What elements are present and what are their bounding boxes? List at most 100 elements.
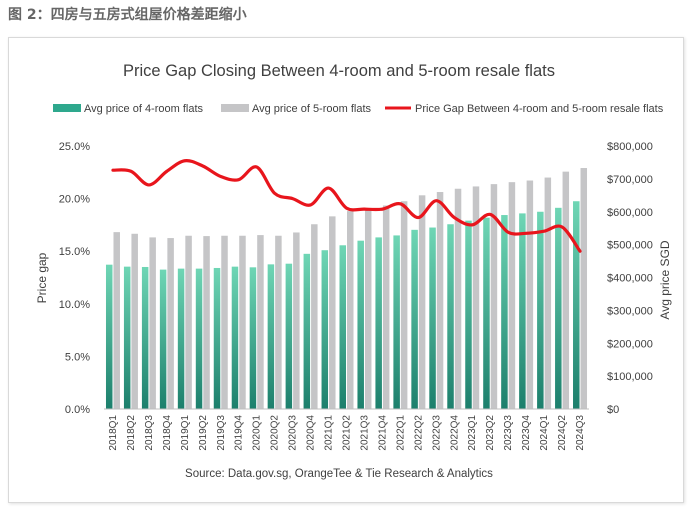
bar-4-room [267, 264, 275, 409]
y-left-axis-label: Price gap [35, 252, 49, 303]
bar-5-room [113, 232, 120, 409]
x-tick-label: 2019Q2 [198, 415, 209, 451]
y-right-tick-label: $300,000 [607, 305, 653, 317]
bar-4-room [573, 201, 580, 409]
legend-label-4-room: Avg price of 4-room flats [84, 103, 204, 115]
bar-5-room [311, 224, 318, 409]
x-tick-label: 2024Q3 [575, 415, 586, 451]
bar-5-room [490, 184, 498, 409]
y-right-tick-label: $600,000 [607, 207, 653, 219]
bar-5-room [436, 192, 444, 409]
x-tick-label: 2020Q4 [306, 415, 317, 451]
bar-4-room [483, 217, 490, 409]
bar-5-room [257, 235, 264, 409]
legend-swatch-5-room [221, 104, 249, 112]
x-tick-label: 2024Q2 [557, 415, 568, 451]
y-right-tick-label: $700,000 [607, 174, 653, 186]
bar-4-room [231, 266, 239, 409]
chart-card: Price Gap Closing Between 4-room and 5-r… [8, 37, 684, 503]
price-gap-line [111, 158, 582, 253]
bar-4-room [375, 237, 382, 409]
y-right-tick-label: $100,000 [607, 371, 653, 383]
bar-5-room [508, 182, 516, 409]
x-tick-label: 2020Q1 [252, 415, 263, 451]
bar-4-room [213, 267, 221, 409]
bar-4-room [519, 213, 526, 409]
bar-5-room [364, 208, 372, 409]
price-gap-line-group [111, 158, 582, 253]
bar-5-room [149, 237, 156, 409]
y-right-ticks: $0 $100,000 $200,000 $300,000 $400,000 $500,0… [607, 141, 653, 416]
y-left-tick-label: 25.0% [59, 141, 90, 153]
bar-5-room [329, 216, 336, 409]
legend-swatch-4-room [53, 104, 81, 112]
bar-4-room [501, 215, 508, 409]
y-left-tick-label: 5.0% [65, 351, 90, 363]
y-left-tick-label: 15.0% [59, 246, 90, 258]
legend-label-5-room: Avg price of 5-room flats [252, 103, 372, 115]
chart-title: Price Gap Closing Between 4-room and 5-r… [123, 62, 555, 80]
x-tick-label: 2021Q3 [359, 415, 370, 451]
bar-5-room [185, 235, 192, 409]
x-tick-label: 2023Q2 [485, 415, 496, 451]
x-axis-ticks: 2018Q1 2018Q2 2018Q3 2018Q4 2019Q1 2019Q2 2019… [108, 415, 586, 451]
bar-4-room [393, 235, 400, 409]
y-left-tick-label: 0.0% [65, 404, 90, 416]
bar-5-room [454, 188, 462, 409]
x-tick-label: 2018Q2 [126, 415, 137, 451]
x-tick-label: 2018Q4 [162, 415, 173, 451]
source-note: Source: Data.gov.sg, OrangeTee & Tie Res… [185, 468, 493, 480]
bar-5-room [472, 186, 480, 409]
x-tick-label: 2022Q4 [449, 415, 460, 451]
bar-4-room [321, 250, 329, 409]
y-left-tick-label: 10.0% [59, 299, 90, 311]
bar-4-room [429, 227, 436, 409]
x-tick-label: 2021Q4 [377, 415, 388, 451]
bar-5-room [131, 233, 138, 409]
chart-legend: Avg price of 4-room flats Avg price of 5… [53, 103, 664, 115]
chart-area: Price Gap Closing Between 4-room and 5-r… [35, 62, 672, 480]
bar-5-room [544, 177, 552, 409]
x-tick-label: 2022Q1 [395, 415, 406, 451]
bar-5-room [562, 171, 570, 409]
bar-4-room [303, 253, 311, 409]
bar-5-room [382, 205, 390, 409]
bar-4-room [177, 268, 185, 409]
bar-4-room [357, 240, 364, 409]
bar-4-room [105, 264, 113, 409]
bar-4-room [123, 266, 131, 409]
y-right-axis-label: Avg price SGD [658, 240, 672, 319]
x-tick-label: 2023Q4 [521, 415, 532, 451]
y-right-tick-label: $0 [607, 404, 619, 416]
bar-4-room [465, 220, 472, 409]
y-right-tick-label: $500,000 [607, 240, 653, 252]
bar-5-room [167, 238, 174, 409]
y-right-tick-label: $200,000 [607, 338, 653, 350]
bar-4-room [411, 229, 418, 409]
bar-4-room [141, 266, 149, 409]
y-right-tick-label: $800,000 [607, 141, 653, 153]
x-tick-label: 2024Q1 [539, 415, 550, 451]
bar-5-room [580, 168, 588, 409]
bar-4-room [537, 211, 544, 409]
x-tick-label: 2018Q1 [108, 415, 119, 451]
bar-5-room [239, 235, 246, 409]
bar-5-room [221, 235, 228, 409]
x-tick-label: 2019Q3 [216, 415, 227, 451]
y-left-tick-label: 20.0% [59, 194, 90, 206]
bar-4-room [249, 267, 257, 409]
bar-4-room [195, 268, 203, 409]
legend-label-price-gap: Price Gap Between 4-room and 5-room resa… [415, 103, 664, 115]
bar-5-room [293, 232, 300, 409]
x-tick-label: 2021Q2 [342, 415, 353, 451]
figure-title: 图 2：四房与五房式组屋价格差距缩小 [8, 7, 247, 23]
x-tick-label: 2022Q2 [413, 415, 424, 451]
x-tick-label: 2022Q3 [431, 415, 442, 451]
x-tick-label: 2020Q3 [288, 415, 299, 451]
x-tick-label: 2020Q2 [270, 415, 281, 451]
x-tick-label: 2023Q1 [467, 415, 478, 451]
bar-4-room [285, 263, 293, 409]
y-right-tick-label: $400,000 [607, 273, 653, 285]
bar-5-room [526, 180, 534, 409]
bar-4-room [555, 207, 562, 409]
